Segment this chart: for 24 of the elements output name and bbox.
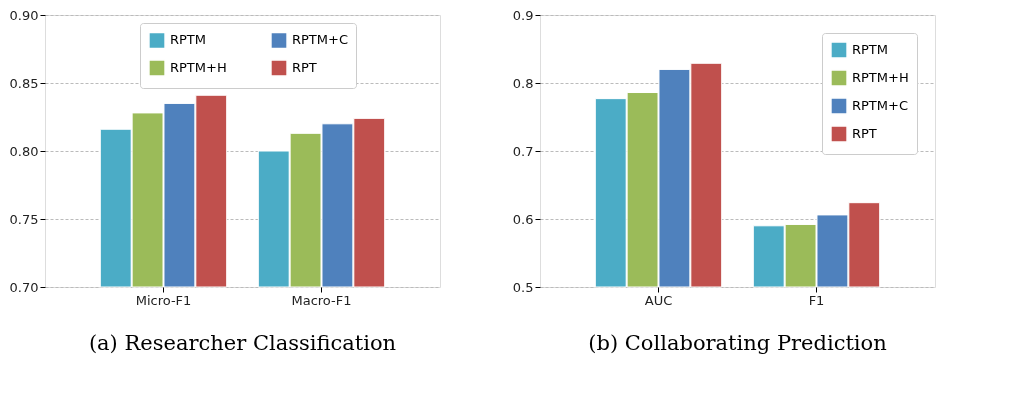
y-tick-label: 0.5: [512, 279, 534, 295]
legend-label: RPTM+C: [292, 32, 348, 48]
y-tick-label: 0.7: [512, 143, 534, 159]
x-tick-label: F1: [808, 292, 825, 308]
legend-label: RPTM: [170, 32, 207, 48]
text: (b) Collaborating Prediction: [588, 331, 887, 355]
legend-label: RPTM: [852, 42, 889, 57]
y-tick-label: 0.9: [512, 7, 534, 23]
y-tick-label: 0.80: [9, 143, 39, 159]
legend-label: RPTM+H: [852, 70, 909, 85]
y-tick-label: 0.8: [512, 75, 534, 91]
y-tick-label: 0.70: [9, 279, 39, 295]
y-tick-label: 0.6: [512, 211, 534, 227]
legend-label: RPTM+C: [852, 98, 908, 113]
y-tick-label: 0.85: [9, 75, 39, 91]
y-tick-label: 0.75: [9, 211, 39, 227]
text: (a) Researcher Classification: [88, 331, 397, 355]
x-tick-label: AUC: [644, 292, 673, 308]
x-tick-label: Macro-F1: [291, 292, 352, 308]
legend-label: RPTM+H: [170, 60, 227, 75]
x-tick-label: Micro-F1: [135, 292, 192, 308]
y-tick-label: 0.90: [9, 7, 39, 23]
legend-label: RPT: [292, 60, 317, 75]
legend-label: RPT: [852, 126, 877, 141]
